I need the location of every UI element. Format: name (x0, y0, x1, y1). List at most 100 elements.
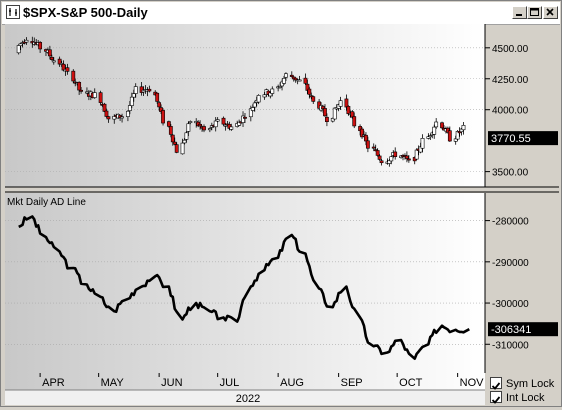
month-label: JUL (220, 377, 240, 389)
price-candle (375, 148, 380, 157)
price-candle (106, 115, 111, 123)
ad-tick-label: -310000 (492, 340, 529, 351)
price-candle (79, 87, 83, 94)
ad-line-panel[interactable] (5, 193, 485, 373)
price-candle (221, 116, 226, 126)
price-candle (389, 155, 394, 165)
price-candle (188, 120, 193, 125)
ad-line-title: Mkt Daily AD Line (7, 197, 86, 208)
chart-area[interactable]: 4500.00 4250.00 4000.00 3500.00 3770.55 Mkt… (2, 24, 560, 373)
price-tick-label: 4250.00 (492, 75, 529, 86)
price-candle (186, 121, 191, 137)
year-label: 2022 (236, 393, 260, 405)
price-candle (77, 81, 82, 95)
price-candle (325, 113, 329, 127)
price-candle (360, 127, 364, 139)
price-candle (213, 117, 218, 132)
month-label: AUG (280, 377, 304, 389)
price-candle (174, 142, 179, 154)
price-candle (365, 136, 370, 153)
price-candle (379, 158, 384, 166)
price-panel[interactable] (5, 24, 485, 187)
price-candle (307, 86, 312, 99)
price-candle (120, 113, 124, 123)
price-last-value-tag: 3770.55 (488, 131, 558, 146)
price-tick-label: 3500.00 (492, 168, 529, 179)
price-candle (161, 108, 165, 126)
check-icon (491, 396, 501, 404)
price-candle (47, 45, 52, 60)
price-candle (346, 105, 351, 116)
month-labels: APR MAY JUN JUL AUG SEP OCT NOV (39, 373, 485, 389)
window-title: $SPX-S&P 500-Daily (23, 5, 148, 20)
sym-lock-checkbox[interactable] (490, 377, 502, 390)
price-candle (243, 112, 247, 123)
price-candle (215, 117, 220, 123)
month-label: SEP (341, 377, 363, 389)
price-candle (102, 102, 107, 113)
month-label: OCT (399, 377, 423, 389)
ad-last-value-tag: -306341 (488, 322, 558, 337)
price-candle (311, 95, 316, 104)
maximize-icon (530, 8, 539, 16)
price-candle (461, 121, 466, 135)
minimize-icon (516, 14, 522, 16)
price-candle (202, 124, 206, 133)
price-last-value: 3770.55 (491, 133, 531, 145)
price-candle (248, 105, 253, 122)
price-candle (256, 94, 261, 105)
price-candle (24, 37, 29, 45)
price-candle (198, 120, 203, 130)
price-candles (16, 36, 466, 167)
price-candle (166, 120, 171, 128)
price-grid (5, 47, 485, 172)
price-candle (180, 138, 185, 155)
price-tick-label: 4500.00 (492, 44, 529, 55)
chart-app-icon[interactable] (6, 5, 20, 19)
ad-tick-label: -300000 (492, 299, 529, 310)
minimize-button[interactable] (512, 6, 527, 19)
price-candle (104, 108, 109, 118)
price-candle (434, 118, 439, 130)
month-label: JUN (161, 377, 182, 389)
price-candle (223, 122, 228, 131)
price-candle (38, 41, 43, 53)
price-candle (377, 154, 382, 161)
price-candle (155, 92, 160, 104)
price-candle (406, 155, 411, 163)
maximize-button[interactable] (527, 6, 542, 19)
price-candle (323, 104, 327, 117)
ad-line-grid (5, 220, 485, 345)
date-axis[interactable]: APR MAY JUN JUL AUG SEP OCT NOV 2022 (2, 373, 486, 407)
price-candle (71, 69, 76, 84)
price-candle (432, 124, 437, 139)
close-button[interactable] (543, 6, 558, 19)
price-candle (393, 147, 398, 160)
int-lock-checkbox[interactable] (490, 391, 502, 404)
price-candle (270, 86, 275, 97)
panel-splitter[interactable] (5, 188, 559, 192)
title-bar[interactable]: $SPX-S&P 500-Daily (2, 2, 560, 25)
sym-lock-label[interactable]: Sym Lock (506, 378, 555, 390)
price-candle (65, 63, 70, 75)
price-candle (51, 57, 56, 65)
price-candle (92, 88, 97, 99)
price-candle (447, 126, 452, 142)
month-label: NOV (460, 377, 485, 389)
int-lock-label[interactable]: Int Lock (506, 392, 545, 404)
ad-last-value: -306341 (491, 324, 531, 336)
price-tick-label: 4000.00 (492, 106, 529, 117)
price-candle (344, 94, 349, 111)
price-candle (289, 71, 294, 78)
check-icon (491, 382, 501, 390)
close-icon (546, 8, 554, 16)
price-axis: 4500.00 4250.00 4000.00 3500.00 (485, 44, 529, 179)
price-candle (338, 96, 343, 111)
price-candle (147, 85, 152, 93)
price-candle (229, 123, 234, 131)
ad-tick-label: -280000 (492, 217, 529, 228)
price-candle (284, 72, 288, 82)
ad-tick-label: -290000 (492, 258, 529, 269)
price-candle (297, 75, 302, 82)
